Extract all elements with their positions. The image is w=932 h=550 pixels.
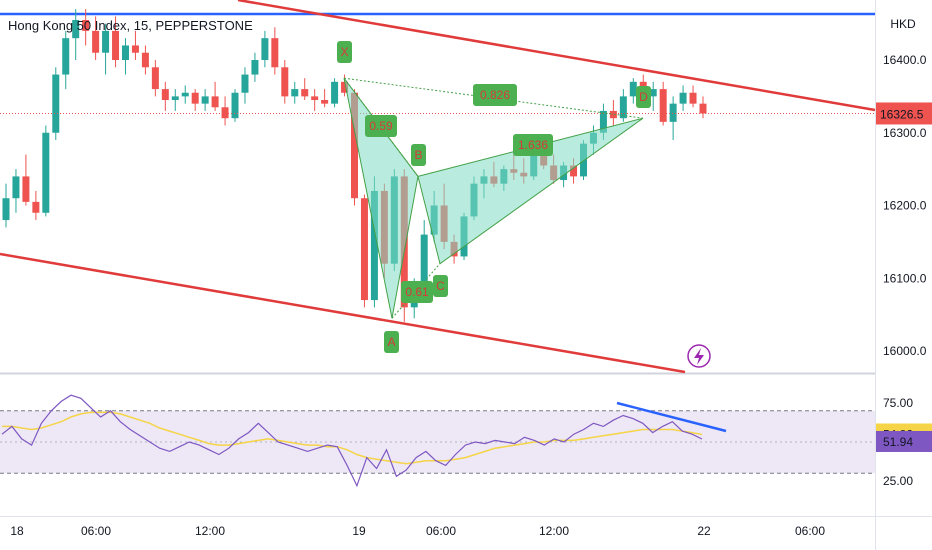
candle bbox=[211, 96, 219, 108]
candle bbox=[351, 92, 358, 199]
time-tick-label: 12:00 bbox=[195, 524, 225, 538]
rsi-ma-line bbox=[2, 411, 703, 465]
candle bbox=[151, 67, 159, 90]
time-tick-label: 22 bbox=[697, 524, 711, 538]
candle bbox=[599, 110, 607, 133]
time-tick-label: 06:00 bbox=[795, 524, 825, 538]
candle bbox=[251, 60, 259, 75]
candle bbox=[609, 110, 617, 119]
candle bbox=[619, 96, 627, 119]
candle bbox=[301, 89, 309, 97]
channel-lower-line[interactable] bbox=[0, 252, 686, 374]
lightning-icon[interactable] bbox=[687, 344, 711, 368]
point-b-label-bg bbox=[411, 144, 426, 166]
candle bbox=[261, 38, 269, 60]
candle bbox=[360, 198, 368, 301]
point-x-label-bg bbox=[337, 41, 352, 63]
candle bbox=[321, 100, 329, 104]
candle bbox=[141, 52, 149, 68]
point-b-label: B bbox=[414, 148, 422, 162]
candle bbox=[161, 89, 169, 101]
candle bbox=[201, 96, 209, 104]
candle bbox=[131, 45, 139, 53]
rsi-tick-label: 25.00 bbox=[883, 474, 913, 488]
candle bbox=[241, 74, 249, 93]
candle bbox=[331, 81, 339, 104]
candle bbox=[629, 81, 637, 97]
candle bbox=[699, 103, 707, 114]
channel-upper-line[interactable] bbox=[237, 0, 876, 112]
candle bbox=[231, 92, 239, 119]
rsi-divergence-line[interactable] bbox=[616, 401, 727, 433]
point-a-label-bg bbox=[384, 331, 399, 353]
price-tick-label: 16100.0 bbox=[883, 271, 927, 285]
rsi-tick-label: 75.00 bbox=[883, 396, 913, 410]
candle bbox=[659, 89, 667, 122]
time-tick-label: 18 bbox=[10, 524, 24, 538]
candle bbox=[181, 92, 189, 97]
ratio-bcd-label-bg bbox=[513, 134, 553, 156]
time-tick-label: 19 bbox=[352, 524, 366, 538]
time-tick-label: 06:00 bbox=[81, 524, 111, 538]
ratio-bcd-label: 1.636 bbox=[518, 138, 548, 152]
candle bbox=[191, 92, 199, 104]
candle bbox=[271, 38, 279, 68]
ratio-abc-label: 0.61 bbox=[405, 285, 429, 299]
candle bbox=[92, 30, 100, 53]
candle bbox=[62, 38, 70, 75]
candle bbox=[420, 234, 428, 286]
time-tick-label: 12:00 bbox=[539, 524, 569, 538]
point-d-label: D bbox=[639, 90, 648, 104]
candle bbox=[82, 19, 90, 31]
rsi-line bbox=[1, 394, 703, 488]
ratio-xad-label: 0.826 bbox=[480, 88, 510, 102]
candle bbox=[669, 103, 677, 122]
candle bbox=[679, 92, 687, 104]
price-tick-label: 16400.0 bbox=[883, 53, 927, 67]
candle bbox=[42, 132, 50, 213]
rsi-value: 51.94 bbox=[883, 435, 913, 449]
candle bbox=[570, 165, 578, 177]
candle bbox=[689, 92, 697, 104]
ratio-xad-label-bg bbox=[473, 84, 517, 106]
candle bbox=[121, 45, 129, 60]
candle bbox=[281, 67, 289, 97]
candle bbox=[72, 19, 80, 39]
candle bbox=[311, 96, 319, 101]
candle bbox=[52, 74, 60, 133]
point-c-label-bg bbox=[433, 275, 448, 297]
price-tick-label: 16200.0 bbox=[883, 199, 927, 213]
rsi-value-badge bbox=[876, 430, 932, 452]
last-price-badge bbox=[876, 102, 932, 125]
price-tick-label: 16300.0 bbox=[883, 126, 927, 140]
point-a-label: A bbox=[387, 335, 395, 349]
point-x-label: X bbox=[340, 45, 348, 59]
candle bbox=[221, 107, 229, 119]
chart-title: Hong Kong 50 Index, 15, PEPPERSTONE bbox=[8, 18, 253, 33]
candle bbox=[341, 81, 349, 93]
ratio-xab-label: 0.59 bbox=[369, 119, 393, 133]
candle bbox=[22, 176, 30, 202]
candle bbox=[12, 176, 20, 199]
ratio-xab-label-bg bbox=[365, 115, 397, 137]
candle bbox=[649, 89, 657, 97]
candle bbox=[171, 96, 179, 101]
candle bbox=[2, 198, 10, 221]
ratio-abc-label-bg bbox=[401, 281, 433, 303]
point-c-label: C bbox=[436, 279, 445, 293]
currency-label: HKD bbox=[890, 17, 916, 31]
time-tick-label: 06:00 bbox=[426, 524, 456, 538]
candle bbox=[370, 190, 378, 301]
candle bbox=[112, 30, 120, 60]
candle bbox=[32, 201, 40, 213]
point-d-label-bg bbox=[636, 86, 651, 108]
price-tick-label: 16000.0 bbox=[883, 344, 927, 358]
candle bbox=[102, 30, 110, 53]
lightning-glyph bbox=[694, 348, 704, 365]
candle bbox=[291, 89, 299, 97]
last-price-value: 16326.5 bbox=[880, 107, 924, 121]
